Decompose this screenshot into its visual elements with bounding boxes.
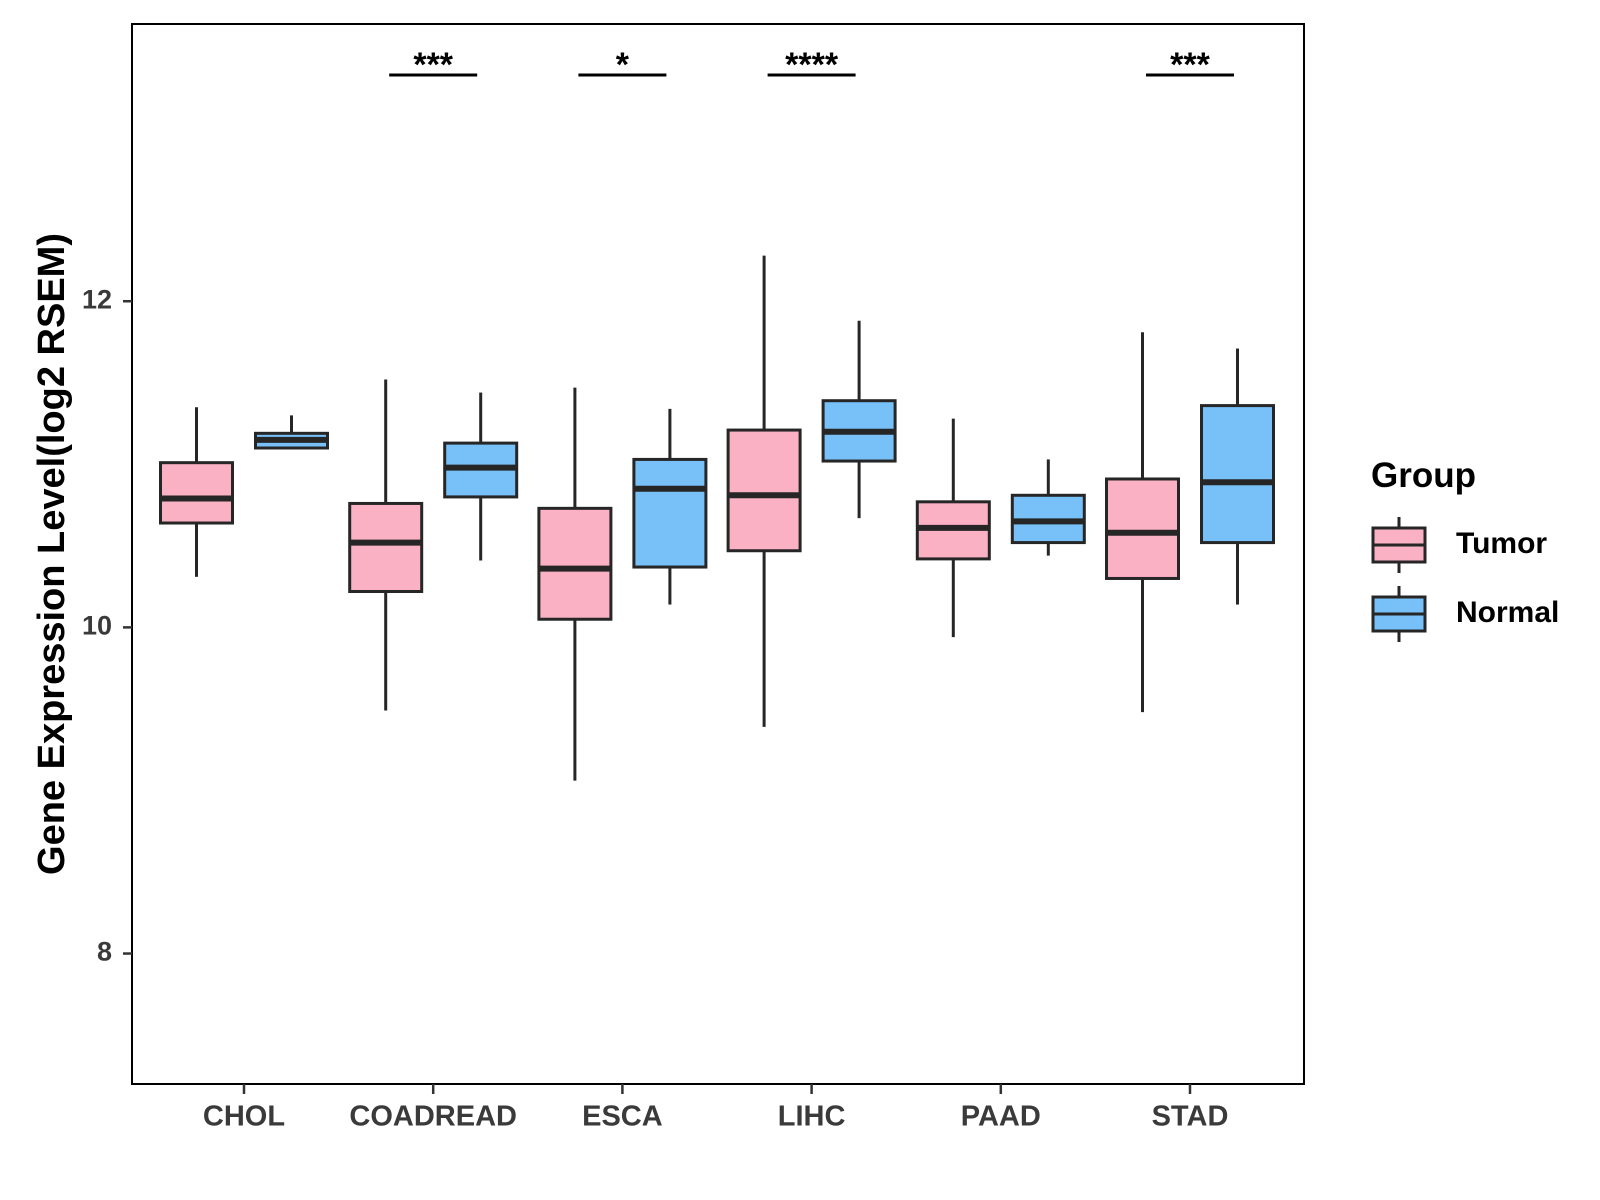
box-iqr [537, 506, 613, 621]
significance-lihc: **** [767, 46, 856, 84]
significance-annotations: *** * **** *** [389, 46, 1234, 84]
significance-label: *** [1170, 46, 1210, 84]
box-normal-coadread [443, 392, 519, 561]
legend-item-tumor: Tumor [1371, 517, 1547, 573]
box-iqr [632, 457, 708, 569]
box-tumor-paad [915, 418, 991, 638]
y-axis-title: Gene Expression Level(log2 RSEM) [31, 233, 73, 875]
significance-label: **** [785, 46, 839, 84]
box-tumor-coadread [348, 379, 424, 711]
x-tick-label-esca: ESCA [582, 1101, 663, 1133]
box-iqr [726, 428, 802, 553]
legend-label: Normal [1456, 596, 1559, 629]
y-tick-label: 12 [82, 284, 112, 314]
box-tumor-chol [159, 407, 234, 577]
box-normal-esca [632, 408, 708, 605]
x-tick-label-coadread: COADREAD [349, 1101, 517, 1133]
legend-item-normal: Normal [1371, 586, 1559, 642]
y-tick-label: 8 [97, 937, 112, 967]
box-iqr [348, 501, 424, 594]
legend-label: Tumor [1456, 527, 1547, 560]
x-axis: CHOL COADREAD ESCA LIHC PAAD STAD [203, 1084, 1228, 1133]
y-axis: 8 10 12 [82, 284, 132, 967]
y-tick-label: 10 [82, 611, 112, 641]
box-normal-lihc [821, 320, 897, 519]
box-normal-paad [1010, 459, 1086, 556]
x-tick-label-paad: PAAD [961, 1101, 1041, 1133]
x-tick-label-lihc: LIHC [778, 1101, 846, 1133]
significance-esca: * [578, 46, 667, 84]
significance-coadread: *** [389, 46, 478, 84]
significance-stad: *** [1146, 46, 1234, 84]
significance-label: *** [413, 46, 453, 84]
boxes [159, 255, 1275, 781]
x-tick-label-chol: CHOL [203, 1101, 285, 1133]
box-normal-stad [1200, 348, 1275, 605]
significance-label: * [616, 46, 630, 84]
box-iqr [1200, 404, 1275, 545]
box-iqr [1105, 477, 1180, 580]
x-tick-label-stad: STAD [1152, 1101, 1229, 1133]
legend: Group Tumor Normal [1371, 456, 1559, 642]
legend-title: Group [1371, 456, 1476, 495]
box-iqr [159, 461, 234, 525]
box-tumor-esca [537, 387, 613, 781]
box-normal-chol [254, 415, 329, 450]
box-tumor-lihc [726, 255, 802, 727]
box-tumor-stad [1105, 332, 1180, 713]
